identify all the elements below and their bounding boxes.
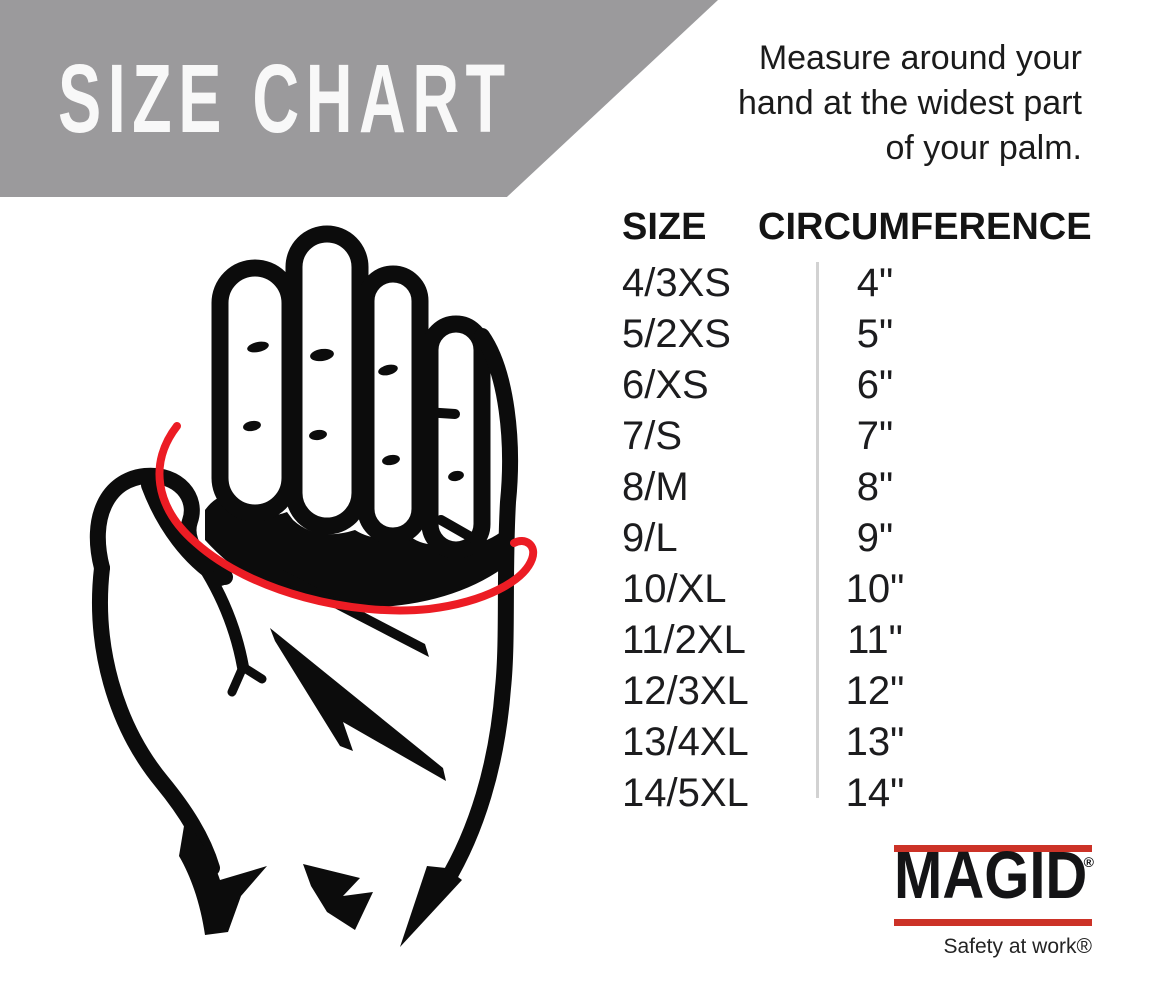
- wrist-strokes: [179, 820, 462, 947]
- circumference-cell: 14": [845, 771, 905, 815]
- table-row: 12/3XL 12": [622, 666, 933, 717]
- middle-finger: [285, 225, 369, 535]
- size-cell: 14/5XL: [622, 771, 749, 815]
- instruction-line: Measure around your: [758, 39, 1082, 77]
- table-row: 8/M 8": [622, 462, 933, 513]
- table-row: 13/4XL 13": [622, 717, 933, 768]
- measuring-instruction: Measure around your hand at the widest p…: [738, 36, 1082, 171]
- circumference-cell: 5": [856, 312, 894, 356]
- palm-creases: [270, 570, 446, 781]
- pinky-finger: [421, 315, 491, 559]
- instruction-line: hand at the widest part: [737, 84, 1082, 122]
- size-cell: 9/L: [622, 516, 678, 560]
- size-cell: 6/XS: [622, 363, 709, 407]
- knuckle-dots: [243, 341, 464, 482]
- circumference-cell: 6": [856, 363, 894, 407]
- size-cell: 11/2XL: [622, 618, 746, 662]
- index-finger: [211, 259, 299, 522]
- table-column-divider: [816, 262, 819, 798]
- circumference-cell: 7": [856, 414, 894, 458]
- size-cell: 5/2XS: [622, 312, 731, 356]
- size-cell: 10/XL: [622, 567, 727, 611]
- size-cell: 7/S: [622, 414, 683, 458]
- logo-top-bar: [894, 845, 1092, 852]
- size-cell: 12/3XL: [622, 669, 749, 713]
- circumference-cell: 4": [856, 261, 894, 305]
- column-header-size: SIZE: [622, 206, 707, 248]
- table-row: 9/L 9": [622, 513, 933, 564]
- ring-finger: [357, 265, 429, 545]
- table-row: 11/2XL 11": [622, 615, 933, 666]
- instruction-line: of your palm.: [885, 129, 1082, 167]
- logo-tagline: Safety at work®: [943, 935, 1092, 958]
- column-header-circumference: CIRCUMFERENCE: [758, 206, 1092, 248]
- circumference-cell: 13": [845, 720, 905, 764]
- size-cell: 8/M: [622, 465, 689, 509]
- circumference-cell: 12": [845, 669, 905, 713]
- table-row: 14/5XL 14": [622, 768, 933, 819]
- table-row: 10/XL 10": [622, 564, 933, 615]
- page-title: SIZE CHART: [58, 44, 512, 154]
- finger-base-shading: [205, 496, 511, 608]
- hand-illustration: [55, 220, 585, 950]
- table-row: 6/XS 6": [622, 360, 933, 411]
- circumference-cell: 9": [856, 516, 894, 560]
- hand-drawing-svg: [89, 225, 538, 947]
- circumference-cell: 11": [847, 618, 903, 662]
- table-row: 5/2XS 5": [622, 309, 933, 360]
- hand-outline: [89, 328, 519, 890]
- size-cell: 13/4XL: [622, 720, 749, 764]
- registered-mark: ®: [1083, 854, 1094, 870]
- size-cell: 4/3XS: [622, 261, 731, 305]
- table-row: 4/3XS 4": [622, 258, 933, 309]
- magid-logo: MAGID ® Safety at work®: [894, 838, 1094, 959]
- circumference-cell: 10": [845, 567, 905, 611]
- size-table: 4/3XS 4" 5/2XS 5" 6/XS 6" 7/S 7" 8/M 8" 9/L 9"…: [622, 258, 933, 819]
- measure-line: [155, 422, 538, 615]
- fingers: [211, 225, 491, 559]
- circumference-cell: 8": [856, 465, 894, 509]
- table-row: 7/S 7": [622, 411, 933, 462]
- logo-brand-text: MAGID: [894, 838, 1088, 913]
- logo-bottom-bar: [894, 919, 1092, 926]
